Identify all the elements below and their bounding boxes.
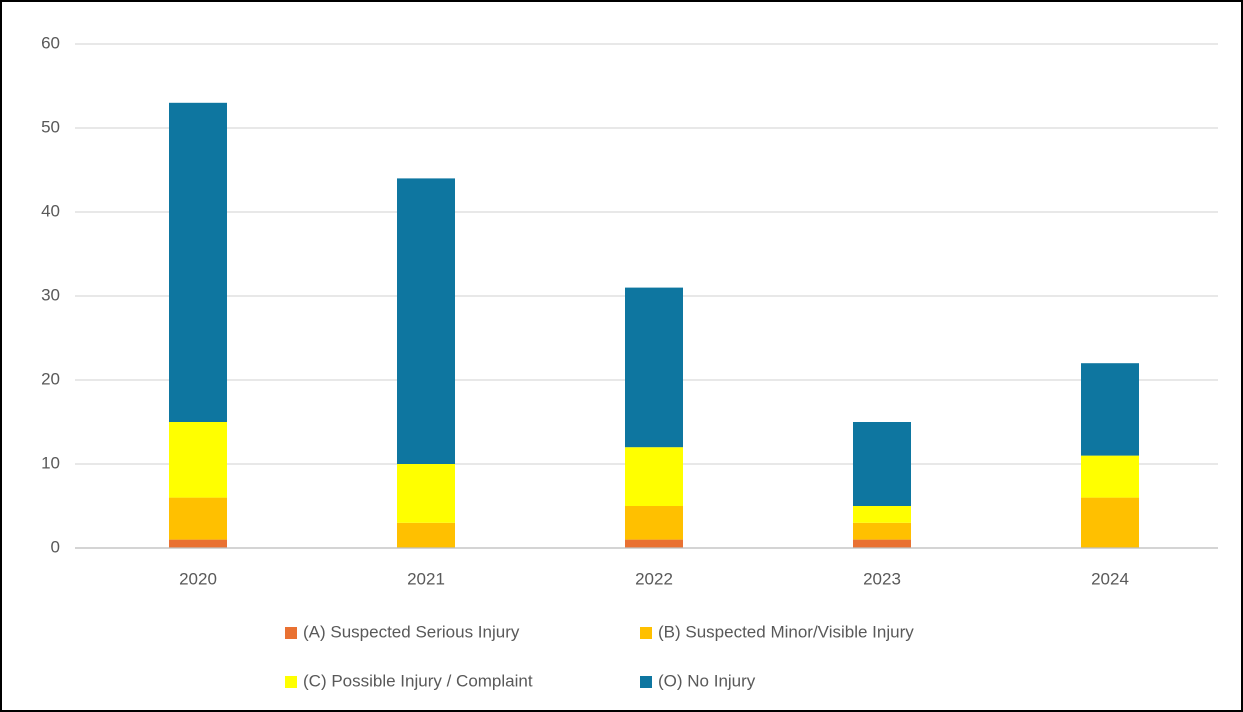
bar-segment (397, 522, 455, 548)
legend-swatch (640, 676, 652, 688)
y-tick-label: 10 (41, 453, 60, 472)
legend-label: (C) Possible Injury / Complaint (303, 671, 533, 690)
bar-segment (625, 287, 683, 448)
legend-label: (O) No Injury (658, 671, 756, 690)
x-tick-label: 2020 (179, 569, 217, 588)
x-tick-label: 2024 (1091, 569, 1129, 588)
bar-segment (169, 102, 227, 423)
y-tick-label: 0 (51, 537, 60, 556)
bar-segment (1081, 455, 1139, 498)
bar-segment (1081, 363, 1139, 456)
x-tick-label: 2023 (863, 569, 901, 588)
bar-segment (853, 522, 911, 540)
y-tick-label: 50 (41, 117, 60, 136)
legend-label: (A) Suspected Serious Injury (303, 622, 520, 641)
x-tick-label: 2022 (635, 569, 673, 588)
bar-segment (1081, 497, 1139, 548)
bar-segment (853, 506, 911, 523)
legend-swatch (640, 627, 652, 639)
bar-segment (169, 422, 227, 498)
bar-segment (397, 178, 455, 464)
y-tick-label: 20 (41, 369, 60, 388)
bar-segment (853, 422, 911, 506)
legend-label: (B) Suspected Minor/Visible Injury (658, 622, 914, 641)
bar-segment (169, 539, 227, 548)
bar-segment (625, 539, 683, 548)
bar-segment (853, 539, 911, 548)
bar-segment (169, 497, 227, 540)
y-tick-label: 60 (41, 33, 60, 52)
legend-swatch (285, 676, 297, 688)
y-tick-label: 30 (41, 285, 60, 304)
y-tick-label: 40 (41, 201, 60, 220)
legend-swatch (285, 627, 297, 639)
bar-segment (625, 447, 683, 506)
bar-segment (625, 506, 683, 540)
x-tick-label: 2021 (407, 569, 445, 588)
bar-segment (397, 464, 455, 523)
